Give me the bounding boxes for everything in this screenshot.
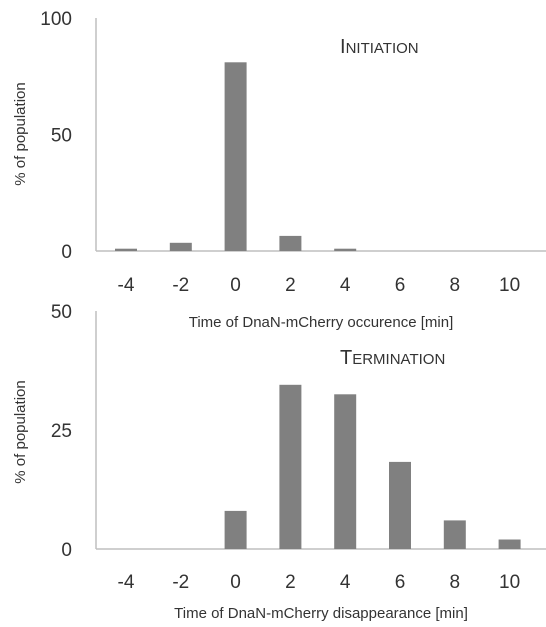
initiation-chart: 0 50 100 -4 -2 0 2 4 6 8 10 INITIATION Time of Dn… (12, 9, 546, 331)
termination-title-initial: T (340, 347, 352, 369)
initiation-x-tick-label: 0 (230, 275, 241, 296)
termination-x-tick-label: 2 (285, 572, 296, 593)
termination-x-tick-label: 8 (450, 572, 461, 593)
initiation-x-tick-label: -4 (118, 275, 135, 296)
initiation-y-tick-label: 50 (51, 126, 72, 147)
termination-title: TERMINATION (340, 347, 445, 369)
initiation-title-rest: NITIATION (346, 40, 419, 57)
initiation-title: INITIATION (340, 36, 419, 58)
termination-y-tick-label: 50 (51, 302, 72, 323)
initiation-bar (334, 248, 357, 251)
initiation-bar (279, 235, 302, 251)
termination-x-axis-label: Time of DnaN-mCherry disappearance [min] (174, 605, 468, 622)
termination-bar (334, 394, 357, 549)
termination-bar (443, 520, 466, 549)
initiation-x-tick-label: 6 (395, 275, 406, 296)
initiation-y-tick-label: 100 (40, 9, 72, 30)
initiation-title-initial: I (340, 36, 346, 58)
termination-x-tick-label: 10 (499, 572, 520, 593)
termination-x-tick-label: -2 (172, 572, 189, 593)
initiation-y-tick-labels: 0 50 100 (40, 9, 72, 263)
termination-bar (498, 539, 521, 549)
initiation-x-tick-label: -2 (172, 275, 189, 296)
initiation-x-tick-labels: -4 -2 0 2 4 6 8 10 (118, 275, 521, 296)
termination-bar (279, 384, 302, 549)
initiation-bar (169, 242, 192, 251)
termination-bars (224, 384, 521, 549)
termination-y-tick-labels: 0 25 50 (51, 302, 72, 561)
initiation-y-tick-label: 0 (61, 242, 72, 263)
initiation-y-axis-label: % of population (12, 82, 29, 185)
initiation-bar (224, 62, 247, 251)
termination-title-rest: ERMINATION (352, 351, 445, 368)
termination-x-tick-label: -4 (118, 572, 135, 593)
initiation-bars (115, 62, 357, 251)
initiation-bar (115, 248, 137, 251)
termination-y-axis-label: % of population (12, 380, 29, 483)
termination-chart: 0 25 50 -4 -2 0 2 4 6 8 10 TERMINATION Time of Dn… (12, 302, 546, 622)
termination-y-tick-label: 25 (51, 421, 72, 442)
termination-bar (389, 461, 411, 549)
termination-x-tick-label: 6 (395, 572, 406, 593)
initiation-x-tick-label: 10 (499, 275, 520, 296)
termination-bar (224, 510, 247, 549)
initiation-x-axis-label: Time of DnaN-mCherry occurence [min] (189, 314, 454, 331)
initiation-x-tick-label: 4 (340, 275, 351, 296)
initiation-x-tick-label: 8 (450, 275, 461, 296)
termination-y-tick-label: 0 (61, 540, 72, 561)
termination-x-tick-label: 0 (230, 572, 241, 593)
termination-x-tick-labels: -4 -2 0 2 4 6 8 10 (118, 572, 521, 593)
initiation-x-tick-label: 2 (285, 275, 296, 296)
termination-x-tick-label: 4 (340, 572, 351, 593)
